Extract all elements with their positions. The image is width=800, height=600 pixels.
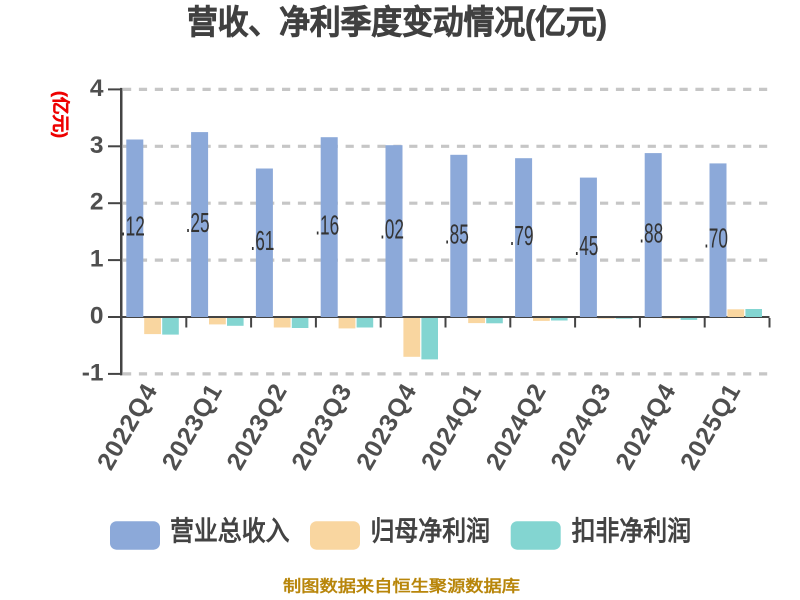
svg-text:制图数据来自恒生聚源数据库: 制图数据来自恒生聚源数据库 <box>283 577 520 596</box>
svg-text:2: 2 <box>90 189 104 216</box>
svg-text:3: 3 <box>90 132 104 159</box>
svg-text:.88: .88 <box>639 218 663 249</box>
svg-text:.79: .79 <box>510 220 534 251</box>
svg-text:.25: .25 <box>186 207 210 238</box>
svg-text:归母净利润: 归母净利润 <box>371 516 491 547</box>
svg-text:扣非净利润: 扣非净利润 <box>572 516 692 547</box>
svg-text:1: 1 <box>90 246 104 273</box>
svg-text:.45: .45 <box>574 230 598 261</box>
svg-text:.02: .02 <box>380 214 404 245</box>
svg-text:.61: .61 <box>250 225 274 256</box>
svg-text:4: 4 <box>90 75 104 102</box>
svg-text:.70: .70 <box>704 223 728 254</box>
svg-text:(亿元): (亿元) <box>51 91 71 138</box>
svg-text:营收、净利季度变动情况(亿元): 营收、净利季度变动情况(亿元) <box>187 4 607 41</box>
svg-text:营业总收入: 营业总收入 <box>170 517 290 547</box>
svg-text:.12: .12 <box>121 211 145 242</box>
svg-text:.16: .16 <box>315 210 339 241</box>
svg-text:-1: -1 <box>82 359 104 386</box>
svg-text:.85: .85 <box>445 218 469 249</box>
svg-text:0: 0 <box>90 303 104 330</box>
